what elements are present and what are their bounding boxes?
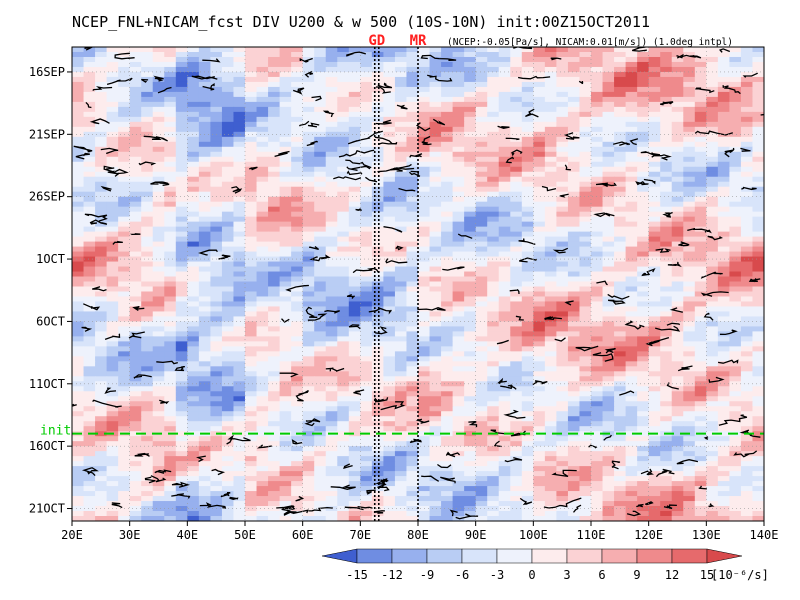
x-tick-label: 50E: [234, 528, 256, 542]
omega-contours: [72, 47, 764, 520]
colorbar-swatch: [426, 548, 463, 564]
marker-label-gd: GD: [368, 33, 385, 49]
x-tick-label: 70E: [349, 528, 371, 542]
colorbar-label: 6: [598, 568, 605, 582]
divergence-shading: [72, 47, 764, 521]
x-tick-label: 130E: [692, 528, 721, 542]
x-axis: 20E 30E 40E 50E 60E 70E 80E 90E 100E 110E 120E 130E…: [61, 521, 778, 542]
colorbar-label: -12: [381, 568, 403, 582]
colorbar-label: 9: [633, 568, 640, 582]
y-axis: 16SEP 21SEP 26SEP 1OCT 6OCT 11OCT 16OCT 21OCT: [29, 65, 72, 516]
colorbar-min-arrow: [321, 548, 358, 564]
y-tick-label: 1OCT: [36, 252, 65, 266]
y-tick-label: 16OCT: [29, 439, 65, 453]
marker-label-mr: MR: [410, 33, 427, 49]
x-tick-label: 80E: [407, 528, 429, 542]
colorbar-swatch: [601, 548, 638, 564]
y-tick-label: 6OCT: [36, 314, 65, 328]
colorbar-label: 12: [665, 568, 679, 582]
x-tick-label: 140E: [750, 528, 779, 542]
colorbar-max-arrow: [706, 548, 743, 564]
colorbar-label: 0: [528, 568, 535, 582]
x-tick-label: 30E: [119, 528, 141, 542]
colorbar-units: [10⁻⁶/s]: [711, 568, 769, 582]
init-label: init: [40, 424, 71, 439]
x-tick-label: 60E: [292, 528, 314, 542]
chart-title: NCEP_FNL+NICAM_fcst DIV U200 & w 500 (10…: [72, 13, 650, 31]
colorbar-swatch: [531, 548, 568, 564]
x-tick-label: 90E: [465, 528, 487, 542]
x-tick-label: 20E: [61, 528, 83, 542]
x-tick-label: 40E: [176, 528, 198, 542]
x-tick-label: 120E: [634, 528, 663, 542]
y-tick-label: 21OCT: [29, 502, 65, 516]
colorbar-swatch: [566, 548, 603, 564]
init-line: init: [40, 424, 764, 439]
y-tick-label: 21SEP: [29, 127, 65, 141]
marker-labels: GD MR: [368, 33, 427, 49]
colorbar-swatch: [496, 548, 533, 564]
colorbar-swatch: [461, 548, 498, 564]
colorbar-label: -6: [455, 568, 469, 582]
colorbar-swatch: [356, 548, 393, 564]
colorbar-swatch: [391, 548, 428, 564]
colorbar-label: 15: [700, 568, 714, 582]
colorbar-label: 3: [563, 568, 570, 582]
chart-subtitle: (NCEP:-0.05[Pa/s], NICAM:0.01[m/s]) (1.0…: [447, 37, 733, 48]
y-tick-label: 11OCT: [29, 377, 65, 391]
colorbar: -15 -12 -9 -6 -3 0 3 6 9 12 15[10⁻⁶/s]: [321, 548, 769, 582]
x-tick-label: 110E: [577, 528, 606, 542]
x-tick-label: 100E: [519, 528, 548, 542]
colorbar-swatch: [636, 548, 673, 564]
y-tick-label: 26SEP: [29, 190, 65, 204]
colorbar-label: -3: [490, 568, 504, 582]
colorbar-label: -15: [346, 568, 368, 582]
longitude-marker-lines: [373, 47, 419, 521]
colorbar-label: -9: [420, 568, 434, 582]
colorbar-swatch: [671, 548, 708, 564]
y-tick-label: 16SEP: [29, 65, 65, 79]
